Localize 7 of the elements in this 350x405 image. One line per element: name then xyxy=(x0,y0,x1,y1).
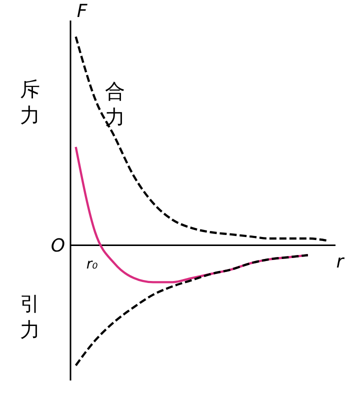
text: O xyxy=(50,236,66,257)
series-label: 合力 xyxy=(105,79,125,129)
x-axis-title: r xyxy=(336,252,346,273)
text: 斥力 xyxy=(20,77,40,127)
y-axis-title: F xyxy=(76,1,88,22)
annotation: r₀ xyxy=(86,256,98,273)
text: 引力 xyxy=(20,292,40,342)
